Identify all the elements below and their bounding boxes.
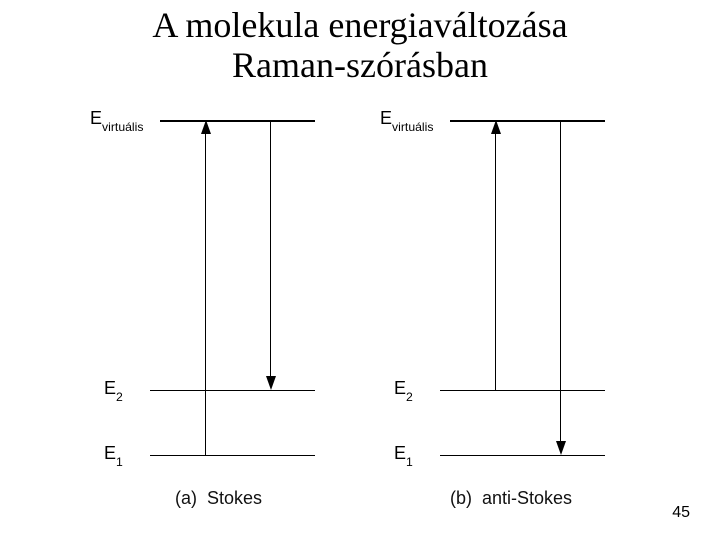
slide-title: A molekula energiaváltozása Raman-szórás…	[0, 6, 720, 85]
level-line-e1	[440, 455, 605, 456]
label-e-main: E	[394, 378, 406, 398]
title-line-2: Raman-szórásban	[232, 45, 488, 85]
title-line-1: A molekula energiaváltozása	[152, 5, 567, 45]
level-label-virtual: Evirtuális	[380, 108, 434, 132]
level-label-e1: E1	[394, 443, 413, 467]
level-label-e1: E1	[104, 443, 123, 467]
label-e-sub: 1	[116, 455, 123, 469]
level-line-e1	[150, 455, 315, 456]
level-label-e2: E2	[394, 378, 413, 402]
level-line-e2	[150, 390, 315, 391]
arrow-down-line	[560, 120, 561, 441]
page-number-text: 45	[672, 504, 690, 521]
level-line-e2	[440, 390, 605, 391]
arrow-up-head-icon	[491, 120, 501, 134]
label-e-sub: virtuális	[392, 120, 433, 134]
page-number: 45	[672, 504, 690, 522]
level-line-virtual	[450, 120, 605, 122]
slide: A molekula energiaváltozása Raman-szórás…	[0, 0, 720, 540]
level-label-e2: E2	[104, 378, 123, 402]
panel-caption-stokes: (a) Stokes	[175, 488, 262, 509]
label-e-main: E	[380, 108, 392, 128]
label-e-main: E	[90, 108, 102, 128]
caption-name: anti-Stokes	[482, 488, 572, 508]
caption-name: Stokes	[207, 488, 262, 508]
label-e-main: E	[104, 443, 116, 463]
arrow-down-head-icon	[266, 376, 276, 390]
label-e-sub: 2	[116, 390, 123, 404]
caption-tag: (a)	[175, 488, 197, 508]
label-e-sub: 2	[406, 390, 413, 404]
label-e-sub: virtuális	[102, 120, 143, 134]
panel-anti-stokes: Evirtuális E2 E1 (b)anti-Stokes	[380, 100, 640, 500]
arrow-down-head-icon	[556, 441, 566, 455]
arrow-down-line	[270, 120, 271, 376]
arrow-up-head-icon	[201, 120, 211, 134]
panel-caption-anti-stokes: (b) anti-Stokes	[450, 488, 572, 509]
arrow-up-line	[495, 134, 496, 390]
label-e-main: E	[394, 443, 406, 463]
level-label-virtual: Evirtuális	[90, 108, 144, 132]
caption-tag: (b)	[450, 488, 472, 508]
level-line-virtual	[160, 120, 315, 122]
label-e-main: E	[104, 378, 116, 398]
label-e-sub: 1	[406, 455, 413, 469]
arrow-up-line	[205, 134, 206, 455]
panel-stokes: Evirtuális E2 E1 (a)Stokes	[90, 100, 350, 500]
